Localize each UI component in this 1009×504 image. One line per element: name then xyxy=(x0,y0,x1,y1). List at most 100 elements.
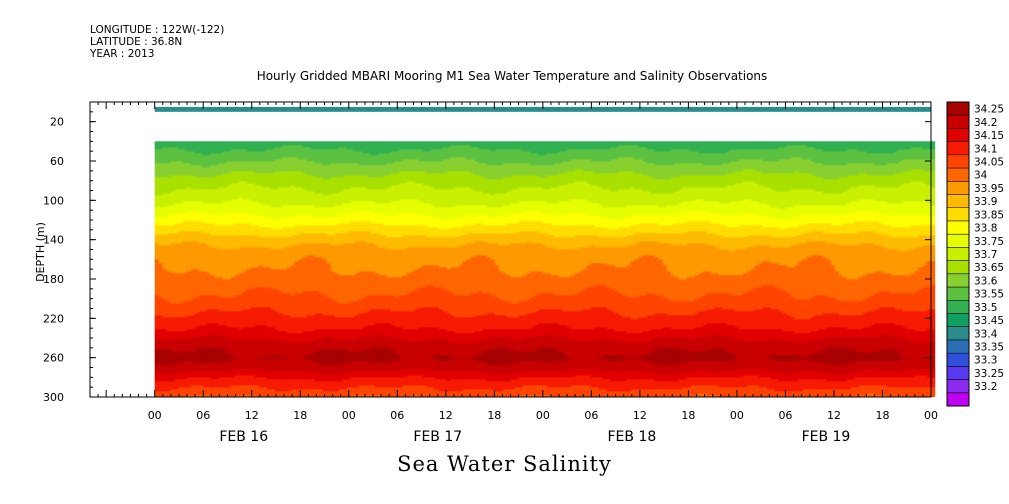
heatmap-cell xyxy=(742,159,748,170)
heatmap-cell xyxy=(754,329,760,342)
heatmap-cell xyxy=(882,323,888,336)
heatmap-cell xyxy=(758,159,764,172)
heatmap-cell xyxy=(350,387,356,396)
heatmap-cell xyxy=(190,361,196,372)
heatmap-cell xyxy=(350,163,356,176)
heatmap-cell xyxy=(490,295,496,314)
heatmap-cell xyxy=(370,243,376,272)
heatmap-cell xyxy=(702,175,708,188)
heatmap-cell xyxy=(398,369,404,378)
heatmap-cell xyxy=(630,157,636,172)
heatmap-cell xyxy=(206,309,212,324)
heatmap-cell xyxy=(802,299,808,320)
heatmap-cell xyxy=(166,163,172,178)
heatmap-cell xyxy=(530,231,536,244)
heatmap-cell xyxy=(866,243,872,274)
heatmap-cell xyxy=(566,339,572,358)
heatmap-cell xyxy=(866,311,872,328)
heatmap-cell xyxy=(470,243,476,258)
heatmap-cell xyxy=(374,177,380,190)
heatmap-cell xyxy=(750,201,756,214)
heatmap-cell xyxy=(510,163,516,176)
heatmap-cell xyxy=(362,141,368,154)
heatmap-cell xyxy=(394,173,400,186)
colorbar-label: 34 xyxy=(974,170,988,182)
heatmap-cell xyxy=(918,225,924,236)
heatmap-cell xyxy=(922,287,928,312)
heatmap-cell xyxy=(286,293,292,316)
heatmap-cell xyxy=(502,373,508,382)
heatmap-cell xyxy=(374,371,380,378)
heatmap-cell xyxy=(262,151,268,162)
heatmap-cell xyxy=(310,205,316,216)
heatmap-cell xyxy=(878,233,884,246)
heatmap-cell xyxy=(306,255,312,292)
heatmap-cell xyxy=(518,351,524,362)
heatmap-cell xyxy=(606,339,612,356)
heatmap-cell xyxy=(910,141,916,148)
heatmap-cell xyxy=(874,165,880,176)
heatmap-cell xyxy=(550,347,556,364)
heatmap-cell xyxy=(398,339,404,358)
heatmap-cell xyxy=(702,385,708,394)
heatmap-cell xyxy=(602,161,608,174)
heatmap-cell xyxy=(398,161,404,172)
heatmap-cell xyxy=(518,277,524,302)
heatmap-cell xyxy=(606,361,612,372)
heatmap-cell xyxy=(298,333,304,344)
heatmap-cell xyxy=(718,215,724,226)
heatmap-cell xyxy=(658,389,664,397)
heatmap-cell xyxy=(622,227,628,238)
heatmap-cell xyxy=(858,277,864,302)
heatmap-cell xyxy=(466,343,472,358)
heatmap-cell xyxy=(702,231,708,244)
heatmap-cell xyxy=(322,179,328,196)
heatmap-cell xyxy=(234,183,240,200)
heatmap-cell xyxy=(626,189,632,206)
heatmap-cell xyxy=(338,303,344,318)
heatmap-cell xyxy=(738,149,744,160)
heatmap-cell xyxy=(894,275,900,294)
heatmap-cell xyxy=(258,141,264,152)
heatmap-cell xyxy=(894,141,900,152)
heatmap-cell xyxy=(338,365,344,374)
heatmap-cell xyxy=(342,379,348,390)
heatmap-cell xyxy=(862,395,868,397)
heatmap-cell xyxy=(366,371,372,378)
heatmap-cell xyxy=(378,141,384,154)
heatmap-cell xyxy=(922,225,928,236)
heatmap-cell xyxy=(834,179,840,194)
heatmap-cell xyxy=(818,177,824,192)
heatmap-cell xyxy=(554,225,560,238)
heatmap-cell xyxy=(826,151,832,166)
heatmap-cell xyxy=(554,237,560,250)
heatmap-cell xyxy=(598,205,604,218)
heatmap-cell xyxy=(254,385,260,397)
heatmap-cell xyxy=(666,205,672,216)
heatmap-cell xyxy=(154,295,160,316)
heatmap-cell xyxy=(162,147,168,164)
heatmap-cell xyxy=(638,215,644,224)
heatmap-cell xyxy=(334,149,340,164)
heatmap-cell xyxy=(874,377,880,386)
heatmap-cell xyxy=(206,223,212,234)
heatmap-cell xyxy=(318,163,324,178)
heatmap-cell xyxy=(442,391,448,397)
heatmap-cell xyxy=(218,187,224,204)
heatmap-cell xyxy=(258,227,264,238)
heatmap-cell xyxy=(814,389,820,397)
heatmap-cell xyxy=(538,221,544,234)
heatmap-cell xyxy=(894,237,900,250)
heatmap-cell xyxy=(378,213,384,224)
heatmap-cell xyxy=(182,273,188,302)
heatmap-cell xyxy=(806,141,812,148)
heatmap-cell xyxy=(802,333,808,344)
heatmap-cell xyxy=(394,371,400,378)
heatmap-cell xyxy=(154,329,160,340)
heatmap-cell xyxy=(626,297,632,318)
heatmap-cell xyxy=(438,141,444,150)
heatmap-cell xyxy=(182,317,188,332)
heatmap-cell xyxy=(326,235,332,244)
heatmap-cell xyxy=(402,369,408,378)
heatmap-cell xyxy=(370,347,376,364)
